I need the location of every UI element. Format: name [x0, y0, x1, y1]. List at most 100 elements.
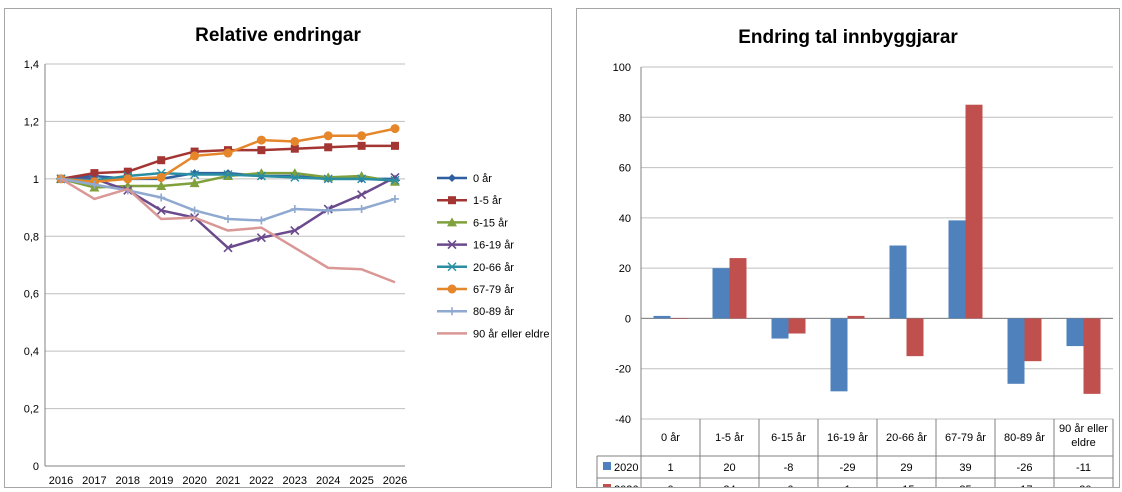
data-point	[157, 193, 166, 202]
series-5	[56, 124, 400, 187]
x-tick-label: 2020	[182, 475, 206, 487]
x-tick-label: 2025	[349, 475, 373, 487]
bar-chart-svg: -40 -20 0 20 40 60 80 100 0 år 1-5 år 6-15 år 16-19…	[596, 62, 1114, 492]
data-point	[123, 167, 132, 176]
data-point	[190, 151, 200, 161]
data-point	[447, 217, 457, 227]
table-cell: 20	[723, 462, 735, 474]
bar-2020	[948, 220, 966, 319]
table-cell: 85	[959, 484, 971, 487]
bar-2020	[830, 318, 848, 392]
data-point	[190, 169, 199, 178]
data-point	[156, 172, 166, 182]
bar-2026	[729, 258, 747, 319]
table-cell: -30	[1076, 484, 1092, 487]
data-point	[256, 135, 266, 145]
data-point	[289, 172, 300, 182]
table-cell: -6	[784, 484, 794, 487]
y-tick-label: 60	[619, 163, 631, 175]
data-point	[290, 144, 299, 153]
legend-label: 20-66 år	[473, 262, 514, 274]
data-point	[223, 148, 233, 158]
category-label: 1-5 år	[715, 432, 744, 444]
data-point	[324, 206, 333, 215]
table-cell: -29	[840, 462, 856, 474]
legend-item: 6-15 år	[437, 217, 508, 229]
bar-chart-panel: Endring tal innbyggjarar -40 -20 0 20 40 60 80…	[576, 8, 1120, 492]
legend-label: 80-89 år	[473, 306, 514, 318]
bar-2020	[1066, 318, 1084, 347]
line-chart-title: Relative endringar	[195, 25, 361, 46]
bar-2026	[965, 104, 983, 319]
y-tick-label: 0,4	[24, 346, 39, 358]
data-point	[257, 216, 266, 225]
table-cell: -17	[1017, 484, 1033, 487]
legend-item: 1-5 år	[437, 195, 502, 207]
y-tick-label: 100	[613, 62, 631, 74]
table-row-label: 2026	[614, 484, 638, 487]
legend-item: 16-19 år	[437, 240, 514, 252]
data-point	[256, 171, 267, 181]
series-7	[60, 177, 396, 284]
data-point	[290, 225, 300, 236]
table-cell: -26	[1017, 462, 1033, 474]
category-label: 67-79 år	[945, 432, 986, 444]
data-point	[448, 196, 456, 205]
table-cell: 39	[959, 462, 971, 474]
table-cell: 24	[723, 484, 735, 487]
bar-2020	[771, 318, 789, 339]
table-cell: 1	[844, 484, 850, 487]
table-cell: -15	[899, 484, 915, 487]
data-point	[448, 307, 456, 316]
table-cell: -11	[1076, 462, 1091, 474]
x-tick-label: 2016	[49, 475, 73, 487]
data-point	[123, 174, 133, 184]
legend-label: 1-5 år	[473, 195, 502, 207]
data-point	[290, 205, 299, 214]
y-tick-label: -20	[615, 364, 631, 376]
bar-2026	[788, 318, 806, 334]
y-tick-label: 80	[619, 112, 631, 124]
data-point	[224, 215, 232, 224]
legend-key-2026	[603, 484, 611, 492]
y-tick-label: 1,4	[24, 59, 39, 71]
data-point	[447, 240, 457, 250]
line-chart-panel: Relative endringar 0 0,2 0,4 0,6 0,8 1 1,2 1,4 2…	[4, 8, 552, 488]
data-point	[90, 180, 99, 189]
legend-label: 0 år	[473, 173, 492, 185]
data-point	[324, 143, 333, 152]
data-point	[190, 206, 199, 215]
data-point	[357, 131, 367, 141]
y-tick-label: 0,2	[24, 404, 39, 416]
y-tick-label: 40	[619, 213, 631, 225]
bar-2026	[847, 315, 865, 319]
category-label: 90 år eller eldre	[1059, 423, 1108, 449]
data-point	[448, 174, 456, 182]
x-tick-label: 2024	[316, 475, 340, 487]
bar-2020	[1007, 318, 1025, 384]
bar-2020	[712, 268, 730, 319]
line-chart-svg: 0 0,2 0,4 0,6 0,8 1 1,2 1,4 2016 2017 2018 2019 2020…	[24, 59, 550, 487]
data-point	[356, 174, 367, 184]
data-point	[223, 170, 233, 180]
bar-2026	[670, 318, 688, 319]
data-point	[189, 170, 200, 180]
series-3	[56, 172, 400, 253]
y-tick-label: 20	[619, 263, 631, 275]
table-cell: 29	[900, 462, 912, 474]
data-point	[257, 146, 266, 155]
y-tick-label: 0,6	[24, 289, 39, 301]
bar-2026	[1024, 318, 1042, 362]
data-point	[90, 169, 99, 178]
y-tick-label: 0,8	[24, 231, 39, 243]
data-point	[290, 137, 300, 147]
data-point	[156, 181, 167, 191]
category-label: 80-89 år	[1004, 432, 1045, 444]
x-tick-label: 2019	[149, 475, 173, 487]
bar-2020	[653, 315, 671, 319]
data-point	[256, 233, 266, 243]
legend-label: 90 år eller eldre	[473, 328, 549, 340]
data-point	[390, 124, 400, 134]
table-row-label: 2020	[614, 462, 638, 474]
legend-item: 0 år	[437, 173, 492, 185]
